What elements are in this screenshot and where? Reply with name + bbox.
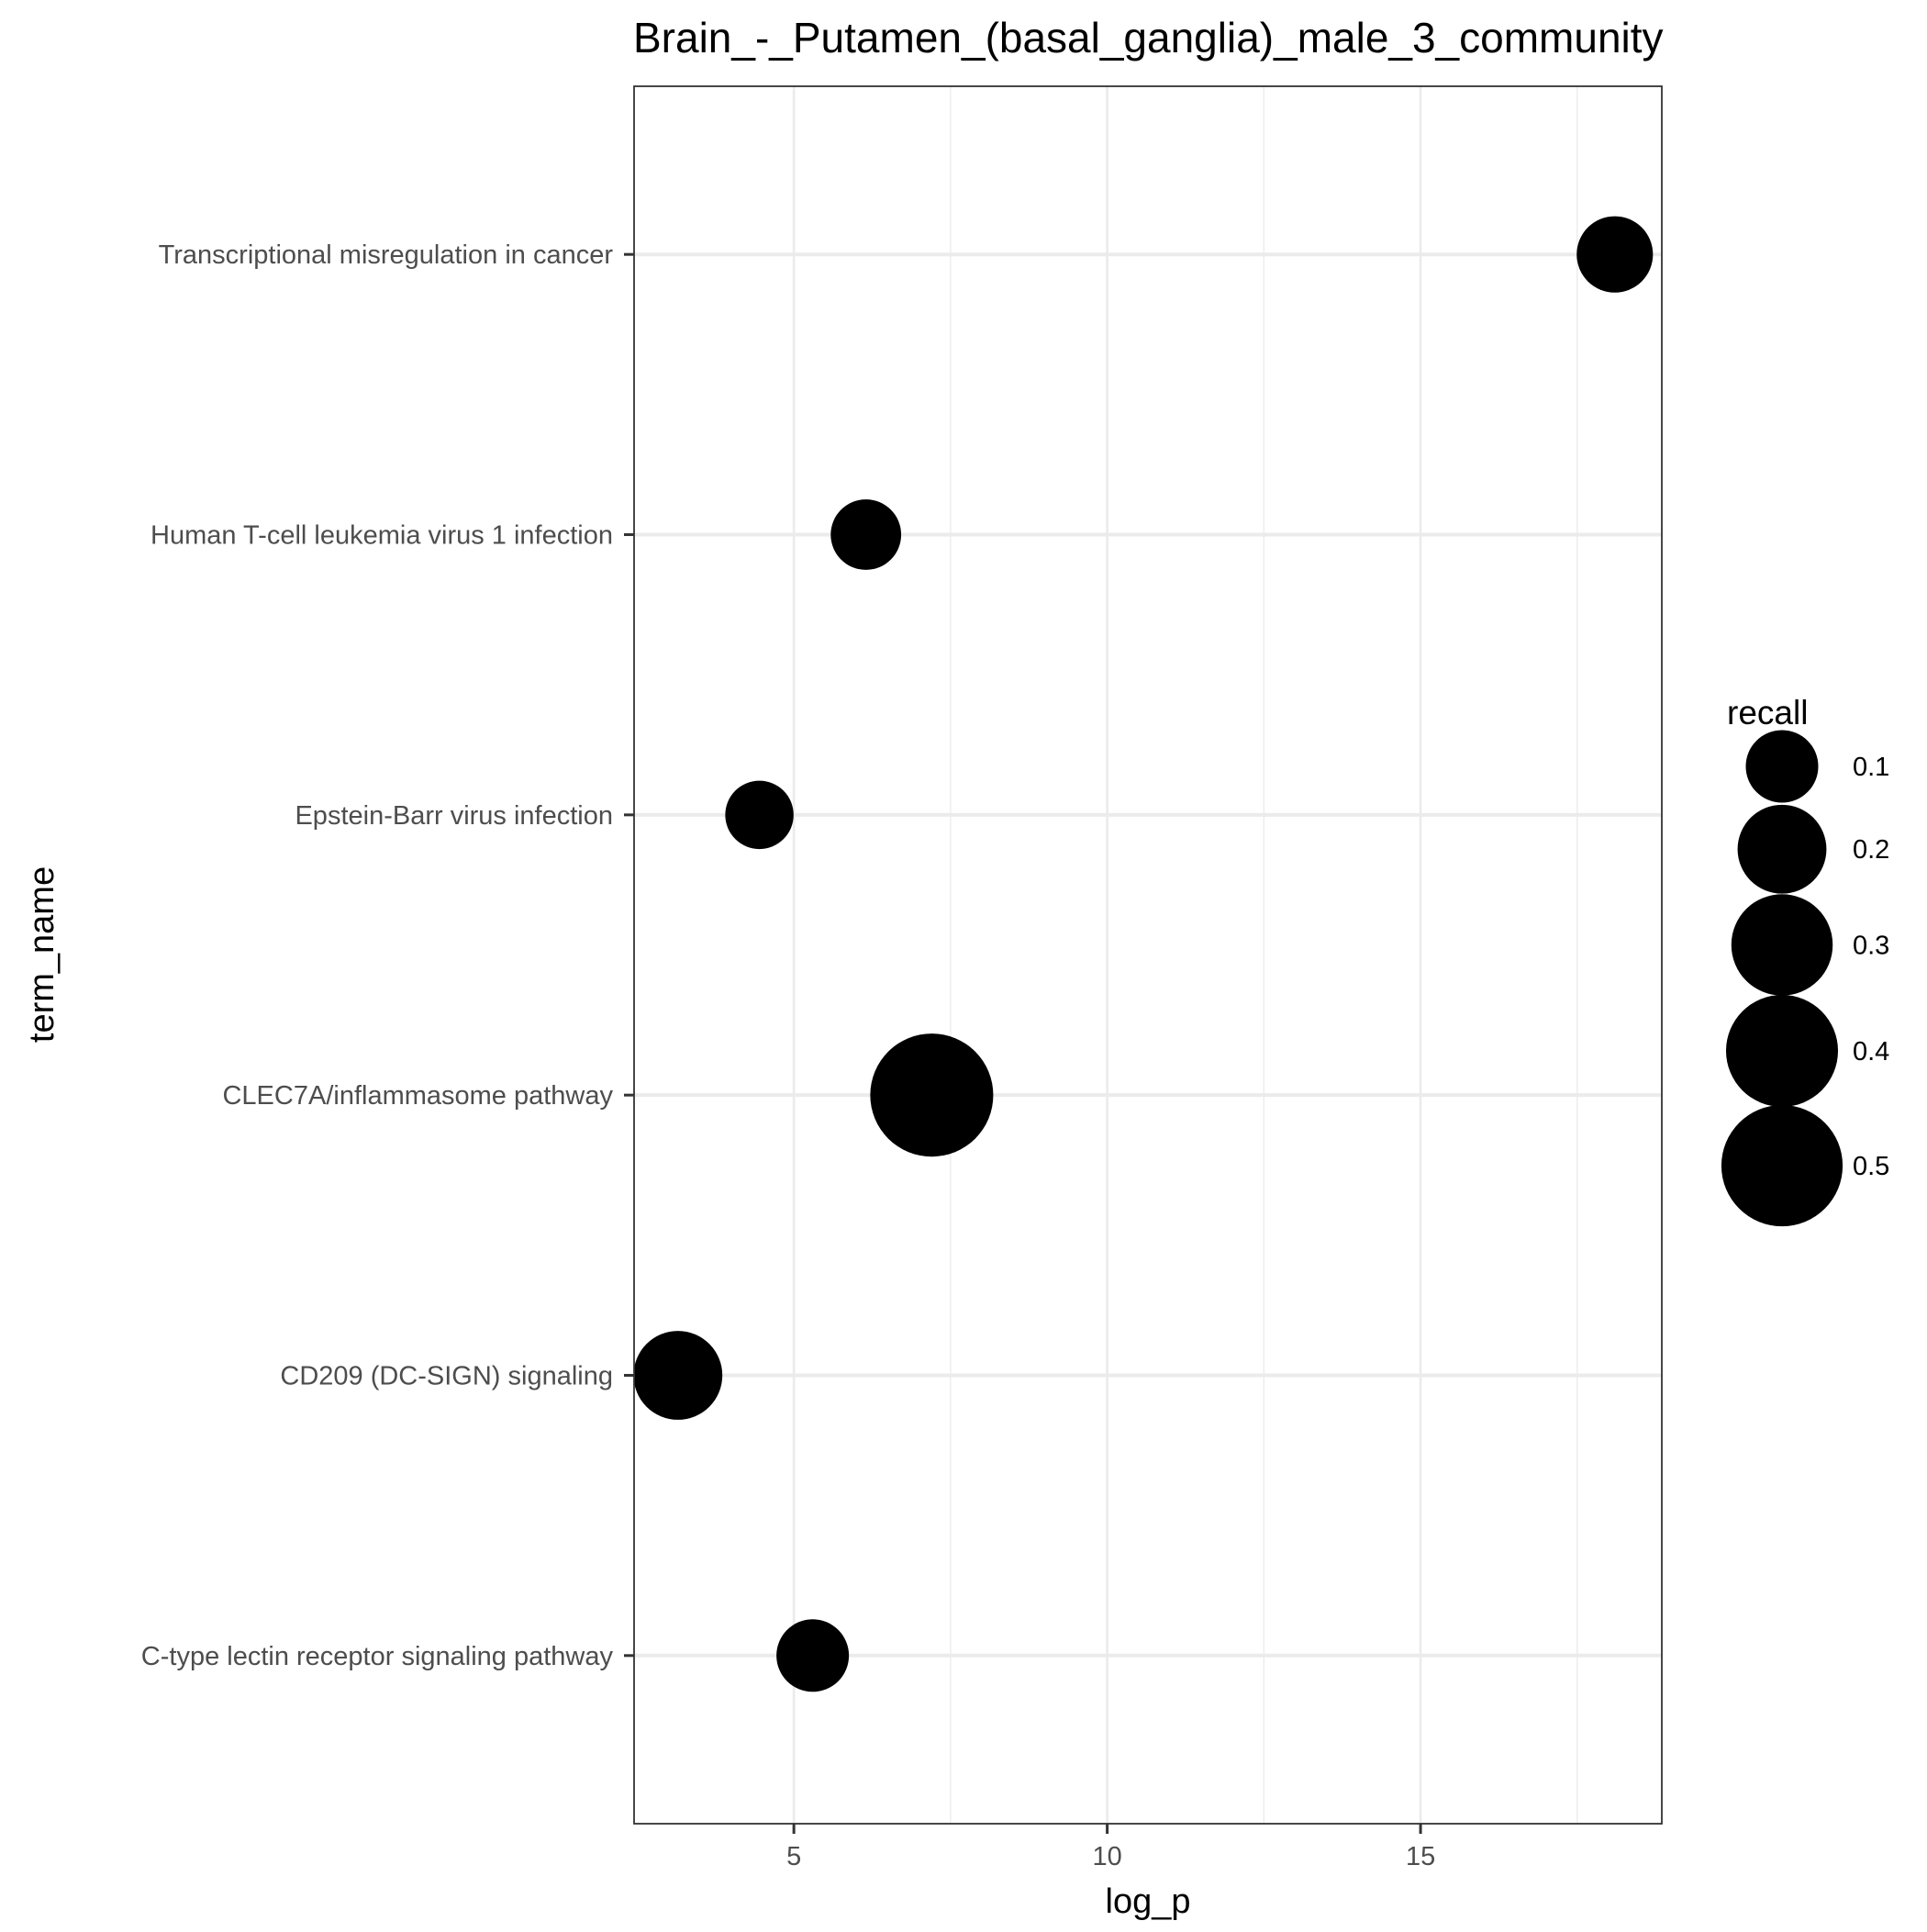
y-tick-label: CLEC7A/inflammasome pathway: [222, 1081, 613, 1111]
legend-key-circle: [1721, 1104, 1843, 1227]
legend-label: 0.2: [1853, 835, 1889, 865]
y-tick-label: Epstein-Barr virus infection: [295, 801, 613, 831]
legend-title: recall: [1727, 694, 1808, 731]
legend-key-circle: [1731, 894, 1833, 996]
x-tick-label: 10: [1092, 1842, 1121, 1871]
data-points: [633, 216, 1654, 1692]
data-point: [1576, 216, 1654, 293]
y-axis-title: term_name: [23, 866, 61, 1043]
data-point: [776, 1619, 850, 1692]
legend-label: 0.3: [1853, 931, 1889, 960]
y-tick-label: Human T-cell leukemia virus 1 infection: [150, 521, 613, 551]
x-tick-label: 5: [786, 1842, 801, 1871]
legend-key-circle: [1725, 994, 1839, 1107]
legend-label: 0.1: [1853, 753, 1889, 782]
legend-key-circle: [1737, 804, 1827, 894]
panel-border: [633, 85, 1663, 1825]
y-tick-label: CD209 (DC-SIGN) signaling: [280, 1361, 613, 1390]
y-tick-label: C-type lectin receptor signaling pathway: [141, 1642, 614, 1671]
y-axis: Transcriptional misregulation in cancer H…: [141, 240, 634, 1671]
legend-label: 0.5: [1853, 1152, 1889, 1181]
legend-key-circle: [1745, 730, 1819, 803]
chart-title: Brain_-_Putamen_(basal_ganglia)_male_3_c…: [633, 14, 1664, 61]
data-point: [870, 1033, 994, 1157]
x-axis: 5 10 15: [786, 1824, 1435, 1871]
legend-label: 0.4: [1853, 1037, 1889, 1067]
grid-lines: [634, 86, 1662, 1824]
data-point: [633, 1331, 723, 1420]
y-tick-label: Transcriptional misregulation in cancer: [159, 240, 614, 270]
x-axis-title: log_p: [1106, 1882, 1191, 1921]
data-point: [830, 499, 902, 570]
size-legend: recall 0.1 0.2 0.3 0.4 0.5: [1721, 694, 1889, 1227]
data-point: [725, 780, 794, 850]
x-tick-label: 15: [1406, 1842, 1435, 1871]
